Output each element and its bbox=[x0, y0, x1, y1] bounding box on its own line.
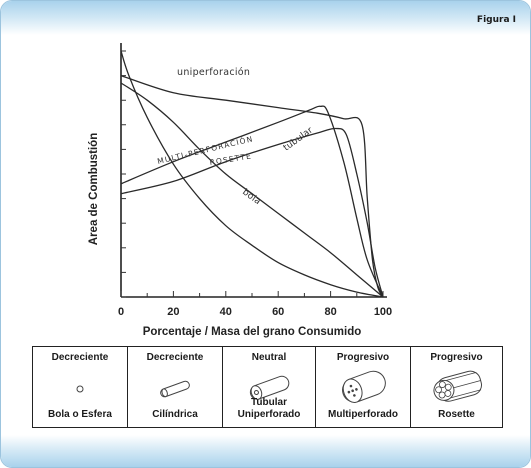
combustion-chart: 0 20 40 60 80 100 Porcentaje / Masa del grano… bbox=[88, 43, 392, 338]
x-tick-label: 80 bbox=[324, 306, 336, 318]
grain-name-label: Multiperforado bbox=[328, 409, 398, 420]
grain-geometry-table: Decreciente Bola o Esfera Decreciente Cilín… bbox=[32, 346, 503, 428]
burn-profile-label: Progresivo bbox=[430, 352, 483, 363]
grain-name-label: Rosette bbox=[438, 409, 475, 420]
sphere-grain-icon bbox=[33, 369, 127, 403]
x-tick-label: 40 bbox=[220, 306, 232, 318]
figure-label: Figura I bbox=[476, 15, 516, 25]
grain-cell-inner: Decreciente Cilíndrica bbox=[128, 347, 222, 427]
bottom-band bbox=[1, 435, 530, 467]
x-tick-label: 100 bbox=[374, 306, 392, 318]
bola-curve bbox=[120, 50, 384, 298]
grain-cell-inner: Progresivo Multiperforado bbox=[316, 347, 410, 427]
uniperforacion-curve bbox=[120, 74, 384, 298]
grain-cell-inner: Progresivo Rosette bbox=[411, 347, 502, 427]
tubular-curve bbox=[120, 82, 384, 298]
grain-cell-cylinder: Decreciente Cilíndrica bbox=[127, 346, 223, 428]
grain-name-label: Bola o Esfera bbox=[48, 409, 112, 420]
grain-cell-multiperf: Progresivo Multiperforado bbox=[315, 346, 411, 428]
burn-profile-label: Progresivo bbox=[336, 352, 390, 363]
grain-cell-inner: Decreciente Bola o Esfera bbox=[33, 347, 127, 427]
grain-table-row: Decreciente Bola o Esfera Decreciente Cilín… bbox=[32, 346, 503, 428]
multiperf-grain-icon bbox=[316, 369, 410, 403]
grain-name-label: Tubular Uniperforado bbox=[237, 397, 301, 420]
uniperforacion-label: uniperforación bbox=[177, 67, 250, 78]
chart-axes bbox=[120, 43, 387, 298]
x-tick-label: 60 bbox=[272, 306, 284, 318]
y-axis-label: Area de Combustión bbox=[88, 133, 100, 245]
cylinder-grain-icon bbox=[128, 369, 222, 403]
rosette-grain-icon bbox=[411, 369, 502, 403]
chart-ticks: 0 20 40 60 80 100 bbox=[118, 50, 392, 318]
grain-cell-rosette: Progresivo Rosette bbox=[410, 346, 503, 428]
x-tick-label: 20 bbox=[167, 306, 179, 318]
tubular-label: tubular bbox=[282, 125, 315, 153]
burn-profile-label: Decreciente bbox=[146, 352, 204, 363]
tube-grain-icon bbox=[223, 369, 315, 403]
x-tick-label: 0 bbox=[118, 306, 124, 318]
multiperforacion-curve bbox=[120, 105, 384, 298]
x-axis-label: Porcentaje / Masa del grano Consumido bbox=[143, 326, 362, 338]
bola-label: bola bbox=[240, 187, 262, 207]
grain-cell-inner: Neutral Tubular Uniperforado bbox=[223, 347, 315, 427]
grain-cell-sphere: Decreciente Bola o Esfera bbox=[32, 346, 128, 428]
top-band bbox=[1, 1, 530, 35]
grain-name-label: Cilíndrica bbox=[152, 409, 198, 420]
burn-profile-label: Neutral bbox=[251, 352, 287, 363]
grain-cell-tube: Neutral Tubular Uniperforado bbox=[222, 346, 316, 428]
rosette-label: ROSETTE bbox=[209, 151, 253, 167]
rosette-curve bbox=[120, 127, 384, 298]
burn-profile-label: Decreciente bbox=[51, 352, 109, 363]
chart-curves bbox=[120, 50, 384, 298]
